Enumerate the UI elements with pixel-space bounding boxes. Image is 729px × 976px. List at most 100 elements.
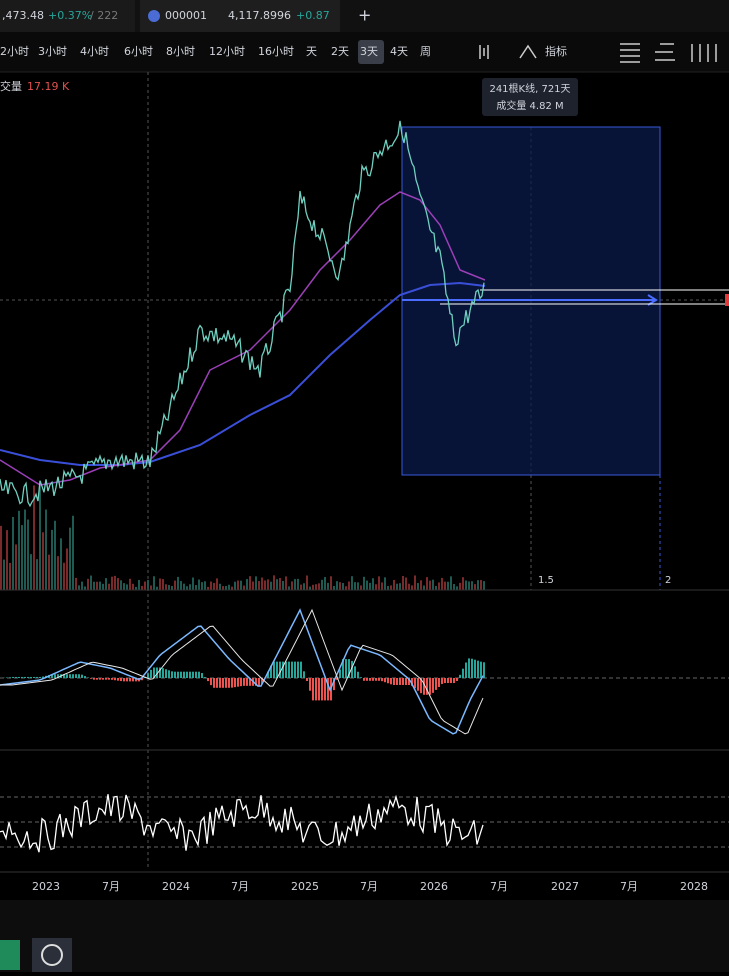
tooltip-line: 成交量 4.82 M <box>496 99 563 112</box>
interval-button[interactable]: 12小时 <box>209 45 245 58</box>
tab-symbol: 000001 <box>165 9 207 22</box>
app-icon[interactable] <box>32 938 72 972</box>
volume-bar <box>63 563 65 590</box>
histogram-bar <box>147 673 149 678</box>
volume-bar <box>411 585 413 590</box>
volume-bar <box>321 580 323 590</box>
volume-bar <box>9 563 11 590</box>
histogram-bar <box>321 678 323 700</box>
volume-bar <box>390 585 392 590</box>
volume-bar <box>468 581 470 590</box>
interval-button[interactable]: 8小时 <box>166 45 195 58</box>
volume-bar <box>192 578 194 590</box>
volume-bar <box>447 582 449 590</box>
symbol-icon <box>148 10 160 22</box>
histogram-bar <box>228 678 230 688</box>
histogram-bar <box>309 678 311 691</box>
histogram-bar <box>441 678 443 684</box>
histogram-bar <box>360 677 362 678</box>
histogram-bar <box>189 672 191 678</box>
histogram-bar <box>75 674 77 678</box>
histogram-bar <box>126 678 128 681</box>
histogram-bar <box>222 678 224 688</box>
volume-bar <box>426 577 428 590</box>
histogram-bar <box>291 662 293 678</box>
interval-button[interactable]: 2小时 <box>0 45 29 58</box>
volume-bar <box>108 584 110 590</box>
volume-bar <box>168 585 170 590</box>
histogram-bar <box>402 678 404 685</box>
histogram-bar <box>312 678 314 700</box>
histogram-bar <box>468 658 470 678</box>
interval-button[interactable]: 3天 <box>360 45 378 58</box>
price-marker <box>725 294 729 306</box>
volume-bar <box>24 510 26 590</box>
interval-button[interactable]: 16小时 <box>258 45 294 58</box>
histogram-bar <box>276 662 278 678</box>
volume-bar <box>252 581 254 590</box>
volume-bar <box>72 516 74 590</box>
volume-bar <box>81 582 83 590</box>
volume-bar <box>372 578 374 590</box>
volume-bar <box>330 576 332 590</box>
volume-bar <box>87 579 89 590</box>
tab-extra: / 222 <box>90 9 118 22</box>
histogram-bar <box>99 678 101 680</box>
histogram-bar <box>438 678 440 687</box>
volume-bar <box>471 581 473 590</box>
indicators-button[interactable]: 指标 <box>545 44 567 58</box>
app-icon[interactable] <box>0 940 20 970</box>
histogram-bar <box>78 674 80 678</box>
volume-bar <box>381 582 383 590</box>
x-axis-label: 2028 <box>680 880 708 893</box>
histogram-bar <box>183 672 185 678</box>
interval-button[interactable]: 6小时 <box>124 45 153 58</box>
histogram-bar <box>471 659 473 678</box>
histogram-bar <box>240 678 242 686</box>
histogram-bar <box>369 678 371 681</box>
volume-bar <box>291 581 293 590</box>
histogram-bar <box>453 678 455 683</box>
fib-label: 2 <box>665 575 671 586</box>
volume-bar <box>51 530 53 590</box>
taskbar <box>0 900 729 972</box>
volume-bar <box>480 580 482 590</box>
interval-button[interactable]: 3小时 <box>38 45 67 58</box>
histogram-bar <box>477 661 479 678</box>
volume-bar <box>0 526 2 590</box>
volume-bar <box>129 579 131 590</box>
interval-button[interactable]: 天 <box>306 45 317 58</box>
volume-bar <box>429 581 431 590</box>
volume-bar <box>12 517 14 590</box>
new-tab[interactable]: + <box>358 6 371 25</box>
volume-bar <box>201 582 203 590</box>
interval-button[interactable]: 4天 <box>390 45 408 58</box>
histogram-bar <box>465 663 467 678</box>
volume-bar <box>462 577 464 590</box>
volume-bar <box>339 582 341 590</box>
volume-bar <box>99 582 101 590</box>
histogram-bar <box>177 672 179 678</box>
histogram-bar <box>150 670 152 678</box>
volume-bar <box>102 584 104 590</box>
volume-bar <box>174 581 176 590</box>
volume-bar <box>243 586 245 590</box>
volume-bar <box>144 582 146 590</box>
legend-name: 交量 <box>0 79 22 93</box>
histogram-bar <box>372 678 374 681</box>
histogram-bar <box>195 672 197 678</box>
histogram-bar <box>417 678 419 691</box>
interval-button[interactable]: 4小时 <box>80 45 109 58</box>
volume-bar <box>93 582 95 590</box>
interval-button[interactable]: 2天 <box>331 45 349 58</box>
interval-button[interactable]: 周 <box>420 45 431 58</box>
x-axis-label: 2026 <box>420 880 448 893</box>
volume-bar <box>405 578 407 590</box>
volume-bar <box>186 586 188 590</box>
histogram-bar <box>114 678 116 680</box>
histogram-bar <box>66 674 68 678</box>
volume-bar <box>336 581 338 590</box>
histogram-bar <box>462 669 464 678</box>
volume-bar <box>162 579 164 590</box>
volume-bar <box>450 576 452 590</box>
